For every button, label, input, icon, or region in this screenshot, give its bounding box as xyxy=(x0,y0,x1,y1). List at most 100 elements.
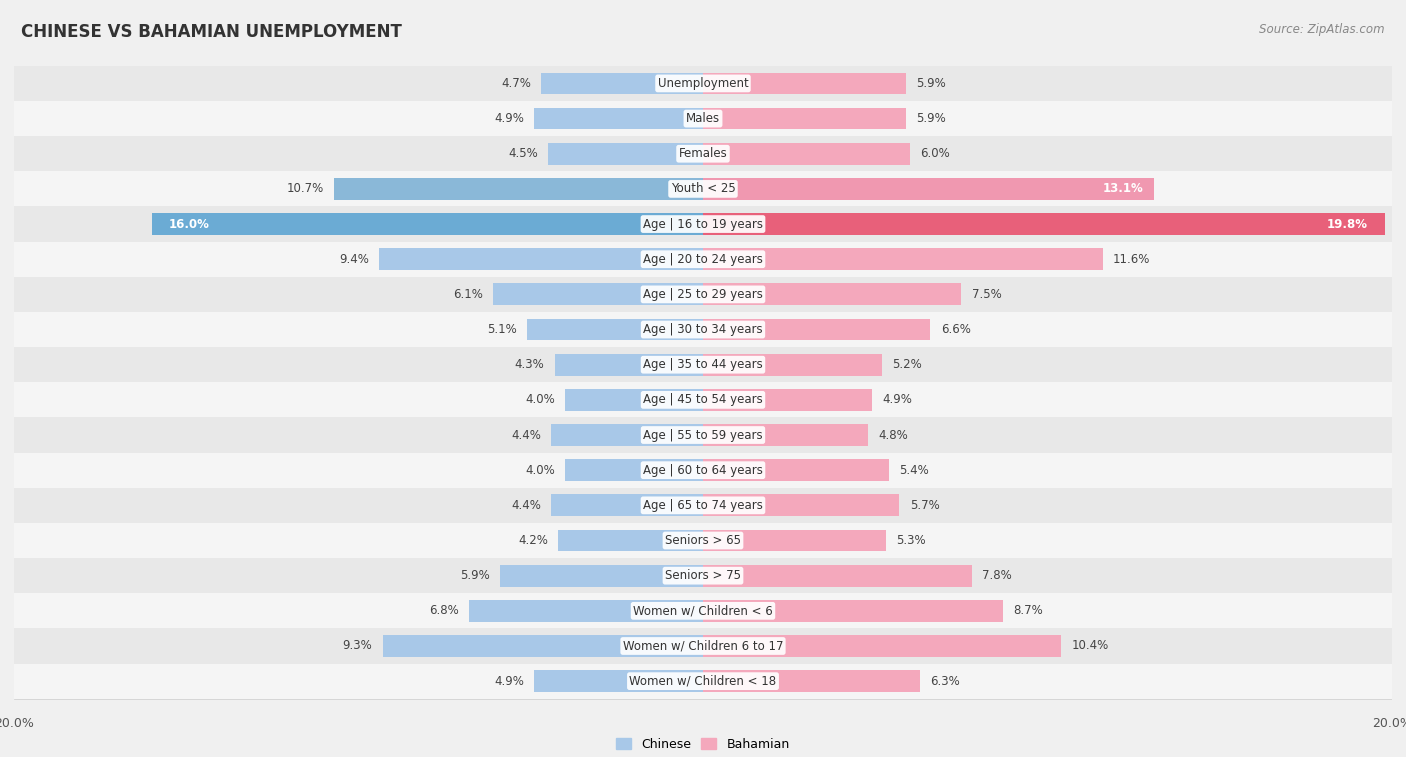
Text: Seniors > 75: Seniors > 75 xyxy=(665,569,741,582)
Bar xyxy=(14,101,1392,136)
Legend: Chinese, Bahamian: Chinese, Bahamian xyxy=(612,733,794,755)
Bar xyxy=(14,558,1392,593)
Text: 5.9%: 5.9% xyxy=(460,569,489,582)
Bar xyxy=(14,66,1392,101)
Text: Women w/ Children < 18: Women w/ Children < 18 xyxy=(630,674,776,687)
Bar xyxy=(152,213,703,235)
Text: 8.7%: 8.7% xyxy=(1012,604,1043,617)
Text: 13.1%: 13.1% xyxy=(1104,182,1144,195)
Bar xyxy=(703,178,1154,200)
Bar xyxy=(703,319,931,341)
Text: Females: Females xyxy=(679,148,727,160)
Bar xyxy=(703,494,900,516)
Bar xyxy=(534,670,703,692)
Bar xyxy=(382,635,703,657)
Bar xyxy=(703,565,972,587)
Text: 4.5%: 4.5% xyxy=(508,148,537,160)
Text: 4.9%: 4.9% xyxy=(882,394,912,407)
Bar xyxy=(534,107,703,129)
Bar xyxy=(703,143,910,164)
Text: 10.4%: 10.4% xyxy=(1071,640,1109,653)
Bar xyxy=(703,213,1385,235)
Text: 6.8%: 6.8% xyxy=(429,604,458,617)
Bar xyxy=(14,382,1392,417)
Text: 9.3%: 9.3% xyxy=(343,640,373,653)
Bar xyxy=(380,248,703,270)
Bar xyxy=(703,248,1102,270)
Bar xyxy=(565,389,703,411)
Bar xyxy=(703,670,920,692)
Bar xyxy=(703,635,1062,657)
Text: 5.2%: 5.2% xyxy=(893,358,922,371)
Text: 4.0%: 4.0% xyxy=(524,394,555,407)
Text: Age | 35 to 44 years: Age | 35 to 44 years xyxy=(643,358,763,371)
Bar xyxy=(494,283,703,305)
Bar xyxy=(14,241,1392,277)
Text: 4.7%: 4.7% xyxy=(501,77,531,90)
Text: Age | 20 to 24 years: Age | 20 to 24 years xyxy=(643,253,763,266)
Bar xyxy=(703,459,889,481)
Text: 4.2%: 4.2% xyxy=(519,534,548,547)
Bar xyxy=(468,600,703,621)
Bar xyxy=(703,389,872,411)
Text: Age | 16 to 19 years: Age | 16 to 19 years xyxy=(643,217,763,231)
Bar xyxy=(703,530,886,551)
Text: 6.3%: 6.3% xyxy=(931,674,960,687)
Bar xyxy=(541,73,703,95)
Text: Seniors > 65: Seniors > 65 xyxy=(665,534,741,547)
Text: CHINESE VS BAHAMIAN UNEMPLOYMENT: CHINESE VS BAHAMIAN UNEMPLOYMENT xyxy=(21,23,402,41)
Bar xyxy=(558,530,703,551)
Text: Age | 60 to 64 years: Age | 60 to 64 years xyxy=(643,464,763,477)
Text: 10.7%: 10.7% xyxy=(287,182,323,195)
Bar xyxy=(14,207,1392,241)
Bar xyxy=(527,319,703,341)
Text: 4.9%: 4.9% xyxy=(494,674,524,687)
Text: 5.1%: 5.1% xyxy=(488,323,517,336)
Bar xyxy=(703,354,882,375)
Bar xyxy=(14,628,1392,664)
Text: 7.5%: 7.5% xyxy=(972,288,1001,301)
Bar xyxy=(703,424,869,446)
Text: 5.9%: 5.9% xyxy=(917,112,946,125)
Bar xyxy=(703,73,907,95)
Bar xyxy=(703,600,1002,621)
Text: 5.9%: 5.9% xyxy=(917,77,946,90)
Text: Youth < 25: Youth < 25 xyxy=(671,182,735,195)
Text: 6.0%: 6.0% xyxy=(920,148,950,160)
Text: 4.4%: 4.4% xyxy=(512,499,541,512)
Bar xyxy=(14,488,1392,523)
Text: Women w/ Children 6 to 17: Women w/ Children 6 to 17 xyxy=(623,640,783,653)
Text: Age | 65 to 74 years: Age | 65 to 74 years xyxy=(643,499,763,512)
Text: Age | 55 to 59 years: Age | 55 to 59 years xyxy=(643,428,763,441)
Text: Source: ZipAtlas.com: Source: ZipAtlas.com xyxy=(1260,23,1385,36)
Text: 6.6%: 6.6% xyxy=(941,323,970,336)
Text: 6.1%: 6.1% xyxy=(453,288,482,301)
Text: 5.7%: 5.7% xyxy=(910,499,939,512)
Text: Males: Males xyxy=(686,112,720,125)
Bar xyxy=(14,277,1392,312)
Text: Age | 45 to 54 years: Age | 45 to 54 years xyxy=(643,394,763,407)
Text: 4.4%: 4.4% xyxy=(512,428,541,441)
Text: 7.8%: 7.8% xyxy=(981,569,1012,582)
Bar xyxy=(14,523,1392,558)
Bar xyxy=(14,312,1392,347)
Text: Unemployment: Unemployment xyxy=(658,77,748,90)
Bar xyxy=(14,664,1392,699)
Bar xyxy=(14,453,1392,488)
Text: Women w/ Children < 6: Women w/ Children < 6 xyxy=(633,604,773,617)
Text: 4.8%: 4.8% xyxy=(879,428,908,441)
Text: 4.0%: 4.0% xyxy=(524,464,555,477)
Text: 4.3%: 4.3% xyxy=(515,358,544,371)
Bar xyxy=(14,417,1392,453)
Text: 9.4%: 9.4% xyxy=(339,253,368,266)
Bar xyxy=(14,171,1392,207)
Bar xyxy=(335,178,703,200)
Bar xyxy=(14,593,1392,628)
Bar xyxy=(14,136,1392,171)
Bar xyxy=(548,143,703,164)
Text: 16.0%: 16.0% xyxy=(169,217,209,231)
Bar xyxy=(551,424,703,446)
Text: Age | 25 to 29 years: Age | 25 to 29 years xyxy=(643,288,763,301)
Bar xyxy=(551,494,703,516)
Text: 19.8%: 19.8% xyxy=(1327,217,1368,231)
